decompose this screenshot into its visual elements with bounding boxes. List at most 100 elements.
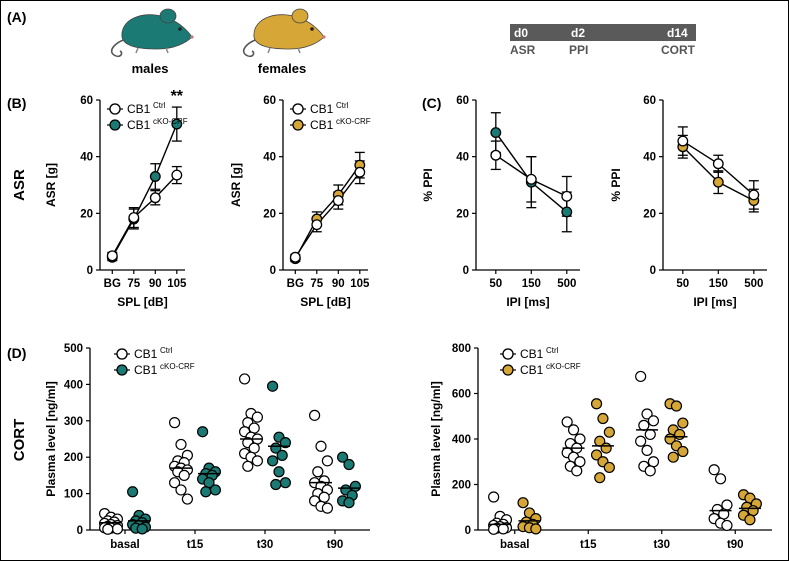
significance-marker: ** [171, 88, 184, 105]
y-axis-label: Plasma level [ng/ml] [429, 381, 443, 496]
y-tick-label: 20 [456, 208, 469, 220]
data-point [321, 455, 333, 467]
mouse-body [253, 14, 325, 50]
timeline-day-2: d14 [667, 26, 688, 40]
data-point [171, 169, 183, 181]
legend-marker-ctrl [292, 103, 304, 115]
data-point [714, 473, 727, 485]
legend-sup-ctrl: Ctrl [153, 101, 166, 110]
y-axis-label: Plasma level [ng/ml] [44, 381, 58, 496]
legend-sup-cko: cKO-CRF [160, 362, 195, 371]
females-label: females [258, 61, 306, 76]
x-tick-label: BG [104, 278, 121, 290]
data-point [128, 212, 140, 224]
data-point [667, 451, 679, 463]
timeline-day-1: d2 [571, 26, 585, 40]
data-point [200, 486, 212, 498]
y-tick-label: 20 [80, 208, 93, 220]
y-tick-label: 40 [643, 152, 656, 164]
data-point [127, 486, 139, 498]
data-point [321, 502, 333, 514]
legend-marker-cko [292, 119, 304, 131]
data-point [590, 398, 603, 410]
data-point [175, 438, 187, 451]
data-point [332, 195, 344, 207]
x-tick-label: basal [110, 539, 139, 551]
y-tick-label: 100 [64, 489, 83, 501]
data-point [561, 206, 573, 218]
legend-sup-cko: cKO-CRF [546, 362, 581, 371]
x-tick-label: 105 [167, 278, 187, 290]
data-point [251, 411, 263, 423]
data-point [197, 426, 209, 438]
x-tick-label: 90 [149, 278, 162, 290]
y-tick-label: 20 [263, 208, 276, 220]
legend-marker-ctrl [116, 348, 128, 360]
row-label-asr: ASR [11, 169, 28, 201]
timeline-day-0: d0 [514, 26, 528, 40]
legend-label-cko: CB1 [127, 118, 151, 132]
y-tick-label: 0 [270, 265, 276, 277]
data-point [178, 469, 190, 481]
data-point [635, 435, 647, 447]
y-tick-label: 60 [643, 95, 656, 107]
data-point [267, 455, 279, 467]
data-point [309, 409, 321, 421]
data-point [721, 499, 733, 511]
y-axis-label: ASR [g] [44, 163, 58, 207]
y-tick-label: 40 [80, 152, 93, 164]
data-point [251, 455, 263, 467]
y-axis-label: ASR [g] [229, 163, 243, 207]
x-axis-label: SPL [dB] [117, 295, 167, 309]
y-tick-label: 800 [452, 343, 471, 355]
data-point [635, 370, 647, 383]
panel-label-c: (C) [422, 95, 441, 111]
data-point [603, 461, 615, 474]
data-point [567, 424, 580, 436]
y-tick-label: 0 [87, 265, 93, 277]
data-point [149, 171, 161, 182]
mouse-ear [291, 8, 309, 24]
chart-ppi-females: 0 20 40 60 % PPI 50 150 500 IPI [ms] [609, 95, 767, 309]
x-tick-label: BG [287, 278, 304, 290]
data-point [647, 456, 660, 468]
chart-cort-females: 0 200 400 600 800 Plasma level [ng/ml] basal t1… [429, 343, 772, 551]
legend-label-cko: CB1 [310, 118, 334, 132]
data-point [748, 189, 760, 201]
data-point [111, 523, 124, 535]
mouse-foot [267, 47, 271, 54]
data-point [597, 412, 609, 425]
data-point [574, 433, 586, 445]
mouse-foot [135, 47, 139, 54]
data-point [337, 451, 349, 463]
data-point [638, 419, 650, 431]
x-tick-label: t15 [187, 539, 204, 551]
data-point [670, 400, 683, 412]
y-tick-label: 400 [64, 379, 83, 391]
x-tick-label: 150 [522, 278, 541, 290]
timeline-test-1: PPI [569, 43, 588, 57]
data-point [644, 428, 656, 441]
data-point [590, 449, 603, 461]
data-point [647, 415, 660, 427]
data-point [149, 192, 161, 204]
mouse-eye [178, 27, 182, 31]
y-tick-label: 60 [263, 95, 276, 107]
data-point [677, 135, 689, 147]
y-tick-label: 40 [456, 152, 469, 164]
x-tick-label: 500 [557, 278, 576, 290]
x-tick-label: 75 [127, 278, 140, 290]
data-point [677, 445, 689, 458]
x-tick-label: 50 [489, 278, 502, 290]
legend-marker-cko [502, 364, 514, 376]
legend-label-ctrl: CB1 [134, 347, 158, 361]
data-point [169, 477, 181, 489]
series-line [294, 164, 361, 260]
legend-marker-cko [116, 364, 128, 376]
x-tick-label: 50 [676, 278, 689, 290]
data-point [561, 190, 573, 202]
data-point [641, 408, 653, 420]
